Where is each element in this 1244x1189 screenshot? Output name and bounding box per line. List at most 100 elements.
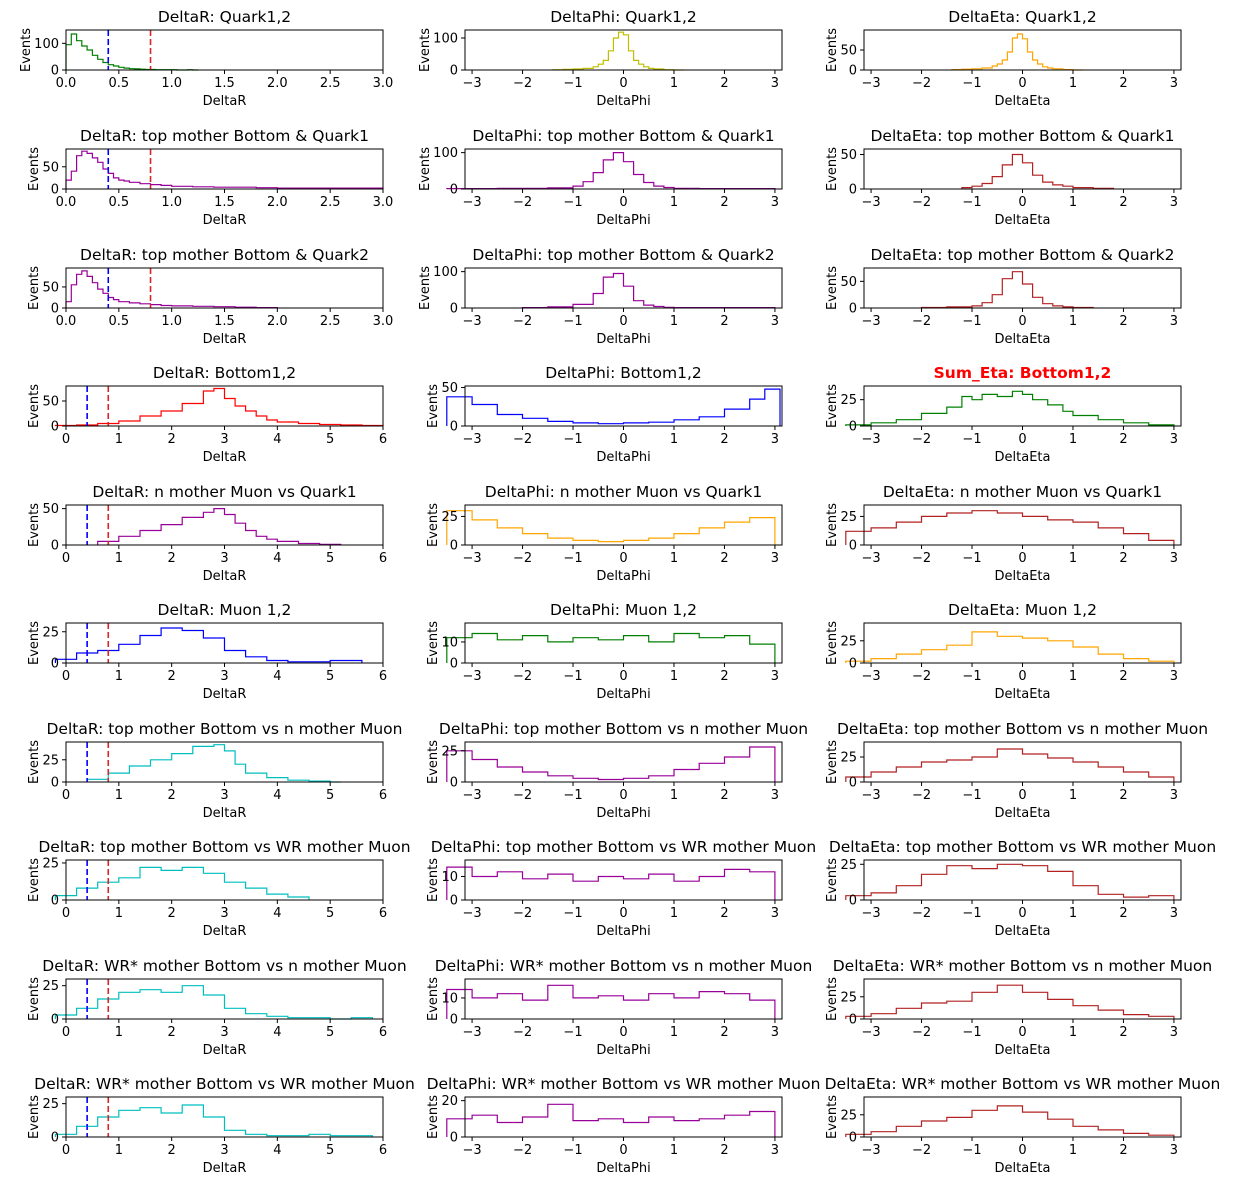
x-tick-label: −2 [513,1025,532,1040]
axes-frame [65,267,384,309]
y-tick-label: 25 [42,753,59,768]
x-tick-label: 4 [273,906,281,921]
x-tick-label: 5 [326,551,334,566]
x-tick-label: 2 [168,906,176,921]
subplot-3: DeltaEta: Quark1,2 −3 −2 −1 0 1 2 3 0 50 DeltaEta E… [825,8,1182,109]
subplot-title: DeltaR: WR* mother Bottom vs n mother Mu… [42,957,406,975]
x-tick-label: 0 [619,1025,627,1040]
subplot-14: DeltaPhi: n mother Muon vs Quark1 −3 −2 −1 0… [426,483,783,584]
subplot-title: DeltaR: Muon 1,2 [158,601,292,619]
x-tick-label: 3 [1170,669,1178,684]
histogram-series [446,632,776,663]
x-tick-label: 6 [379,1143,387,1158]
axes-frame [65,148,384,190]
y-tick-label: 50 [840,44,857,59]
y-axis-label: Events [825,977,840,1021]
y-tick-label: 0 [450,420,458,435]
x-axis-label: DeltaEta [995,806,1051,821]
axes-frame [863,622,1182,664]
x-tick-label: 5 [326,669,334,684]
subplot-title: DeltaPhi: WR* mother Bottom vs WR mother… [427,1075,821,1093]
x-tick-label: −1 [962,669,981,684]
y-axis-label: Events [825,740,840,784]
histogram-series [54,627,363,663]
subplot-24: DeltaEta: top mother Bottom vs WR mother… [825,838,1216,939]
x-tick-label: 3 [771,1025,779,1040]
subplot-10: DeltaR: Bottom1,2 0 1 2 3 4 5 6 0 50 DeltaR Events [27,364,387,465]
x-tick-label: 2 [1119,314,1127,329]
x-tick-label: 1 [670,76,678,91]
histogram-series [552,31,685,71]
y-tick-label: 0 [849,420,857,435]
x-axis-label: DeltaR [203,569,247,584]
y-tick-label: 25 [840,634,857,649]
subplot-title: DeltaEta: Muon 1,2 [948,601,1097,619]
histogram-series [97,508,342,545]
y-tick-label: 0 [450,64,458,79]
x-tick-label: 3 [1170,314,1178,329]
x-tick-label: −2 [513,1143,532,1158]
x-tick-label: 0 [1018,314,1026,329]
y-tick-label: 10 [441,991,458,1006]
x-tick-label: −3 [861,76,880,91]
x-tick-label: 3 [220,551,228,566]
y-tick-label: 25 [840,393,857,408]
subplot-title: DeltaR: WR* mother Bottom vs WR mother M… [34,1075,415,1093]
x-tick-label: 0 [62,1143,70,1158]
subplot-21: DeltaEta: top mother Bottom vs n mother … [825,720,1208,821]
x-tick-label: 1 [1069,76,1077,91]
y-axis-label: Events [426,1095,441,1139]
x-tick-label: −3 [462,906,481,921]
y-tick-label: 100 [34,37,59,52]
y-axis-label: Events [27,740,42,784]
axes-frame [464,859,783,901]
x-tick-label: −3 [861,432,880,447]
subplot-30: DeltaEta: WR* mother Bottom vs WR mother… [825,1075,1221,1176]
x-tick-label: 0 [1018,788,1026,803]
x-tick-label: 0 [62,669,70,684]
x-tick-label: 1 [1069,906,1077,921]
y-tick-label: 25 [840,990,857,1005]
subplot-15: DeltaEta: n mother Muon vs Quark1 −3 −2 −1 0… [825,483,1182,584]
x-tick-label: 3 [1170,1025,1178,1040]
y-tick-label: 25 [840,1108,857,1123]
x-tick-label: 1.0 [161,76,182,91]
x-tick-label: 3 [771,906,779,921]
x-tick-label: 0.5 [108,76,129,91]
x-tick-label: −2 [513,551,532,566]
y-axis-label: Events [27,858,42,902]
y-tick-label: 25 [42,625,59,640]
x-tick-label: 3 [771,432,779,447]
histogram-series [961,153,1114,189]
y-tick-label: 100 [433,146,458,161]
subplot-title: DeltaPhi: top mother Bottom vs n mother … [439,720,808,738]
y-tick-label: 0 [51,420,59,435]
x-tick-label: −2 [513,432,532,447]
x-tick-label: 0 [62,906,70,921]
x-tick-label: −2 [513,906,532,921]
subplot-6: DeltaEta: top mother Bottom & Quark1 −3 −2… [825,127,1182,228]
x-axis-label: DeltaPhi [596,1043,650,1058]
x-tick-label: 2 [1119,669,1127,684]
x-tick-label: 2.5 [320,195,341,210]
histogram-series [845,631,1175,663]
x-tick-label: 0 [619,432,627,447]
x-axis-label: DeltaEta [995,924,1051,939]
histogram-series [446,1103,776,1137]
x-tick-label: 0 [619,1143,627,1158]
y-axis-label: Events [825,503,840,547]
x-tick-label: −1 [563,788,582,803]
x-tick-label: 3 [771,76,779,91]
subplot-11: DeltaPhi: Bottom1,2 −3 −2 −1 0 1 2 3 0 50 DeltaPhi… [426,364,783,465]
y-axis-label: Events [825,621,840,665]
x-tick-label: 4 [273,669,281,684]
x-axis-label: DeltaPhi [596,94,650,109]
histogram-series [54,866,310,900]
subplot-title: DeltaEta: top mother Bottom vs n mother … [837,720,1208,738]
x-tick-label: 1 [1069,432,1077,447]
y-axis-label: Events [418,266,433,310]
subplot-title: DeltaEta: top mother Bottom vs WR mother… [829,838,1216,856]
subplot-title: DeltaEta: WR* mother Bottom vs WR mother… [825,1075,1221,1093]
y-tick-label: 0 [51,64,59,79]
x-tick-label: −2 [912,195,931,210]
